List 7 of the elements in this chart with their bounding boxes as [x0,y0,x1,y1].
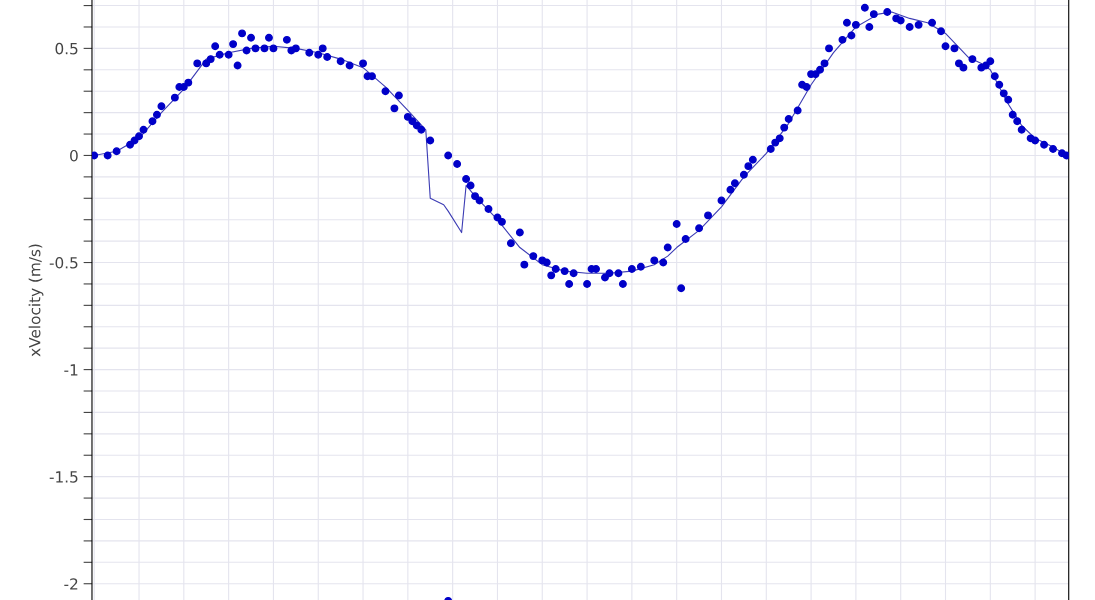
y-tick-label: 0 [70,149,78,162]
y-tick-label: -1.5 [49,471,78,483]
y-tick-label: -0.5 [49,256,78,269]
y-tick-label: -2 [64,578,78,590]
y-axis-title: xVelocity (m/s) [28,244,44,357]
y-tick-label: 0.5 [55,42,78,55]
y-tick-label: -1 [64,364,78,376]
